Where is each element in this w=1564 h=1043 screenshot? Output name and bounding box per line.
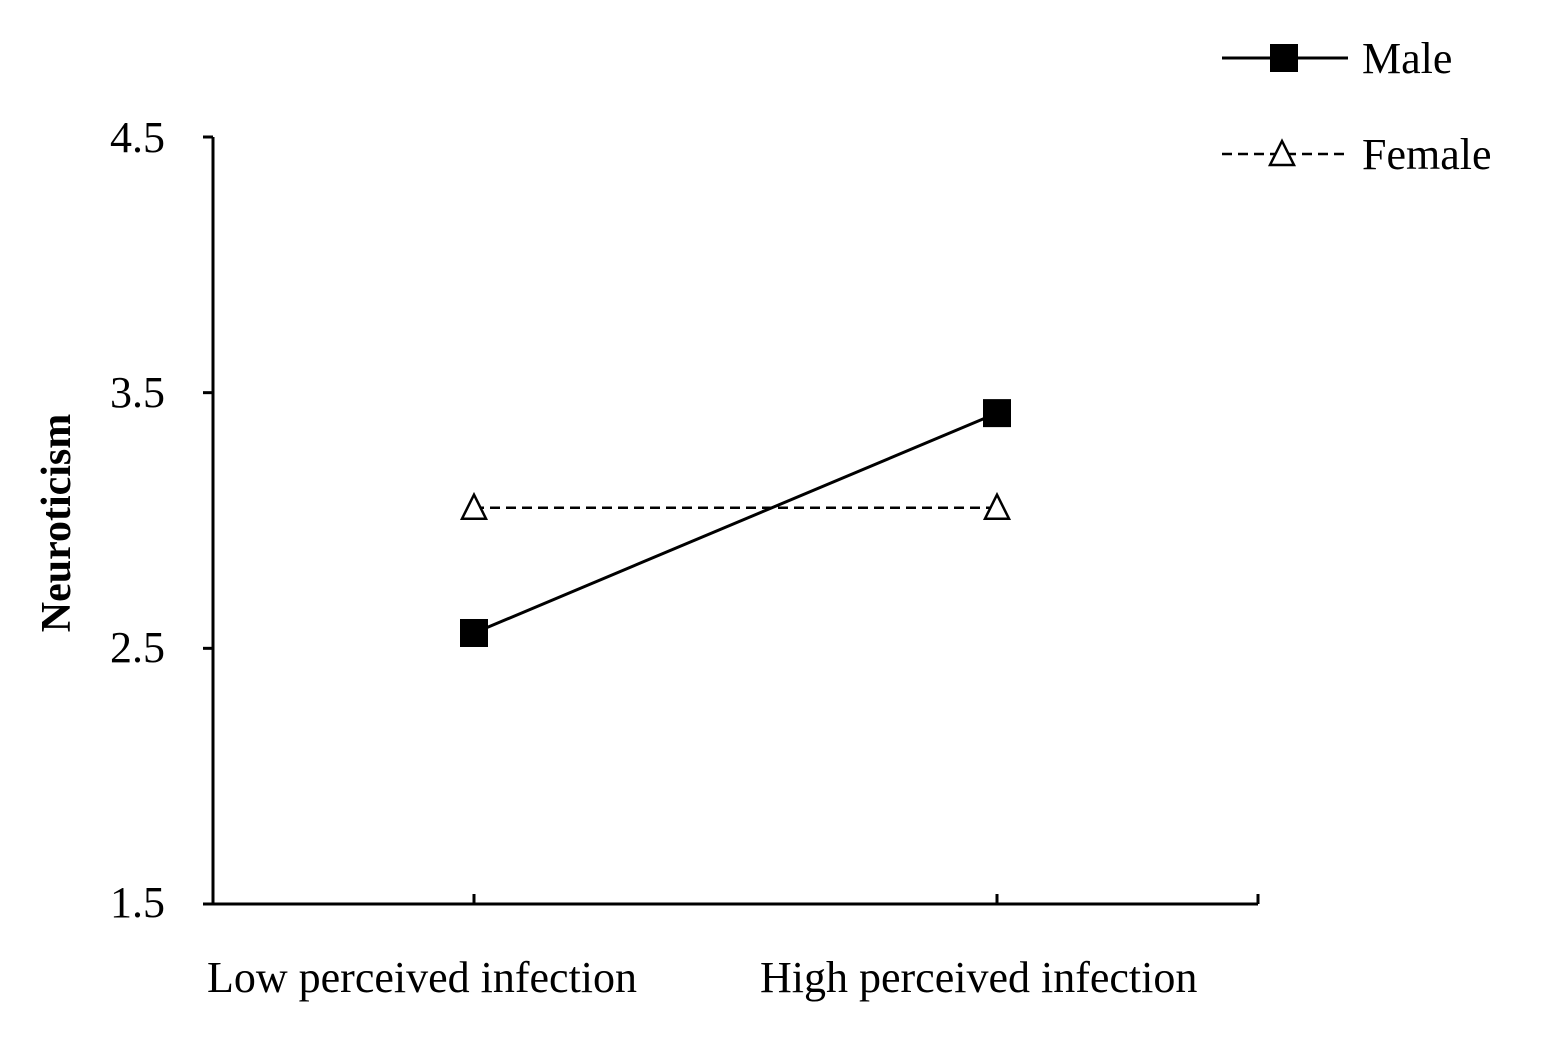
data-point-male-2 — [983, 399, 1011, 428]
axis-ticks — [203, 135, 1260, 906]
legend-label-female: Female — [1362, 130, 1492, 179]
data-point-male-1 — [460, 618, 488, 647]
series-line-male — [473, 411, 998, 635]
data-point-female-2 — [982, 491, 1012, 520]
legend-female-marker — [1267, 138, 1297, 167]
y-axis-title: Neuroticism — [34, 414, 80, 633]
x-category-label-high: High perceived infection — [760, 953, 1197, 1002]
legend-male-marker — [1270, 44, 1298, 72]
y-tick-label-4: 4.5 — [110, 113, 165, 162]
y-tick-label-1: 1.5 — [110, 878, 165, 927]
y-tick-label-3: 3.5 — [110, 368, 165, 417]
legend: Male Female — [1222, 34, 1492, 179]
series-layer — [459, 399, 1012, 647]
data-point-female-1 — [459, 491, 489, 520]
y-tick-label-2: 2.5 — [110, 623, 165, 672]
legend-label-male: Male — [1362, 34, 1452, 83]
x-category-label-low: Low perceived infection — [207, 953, 637, 1002]
